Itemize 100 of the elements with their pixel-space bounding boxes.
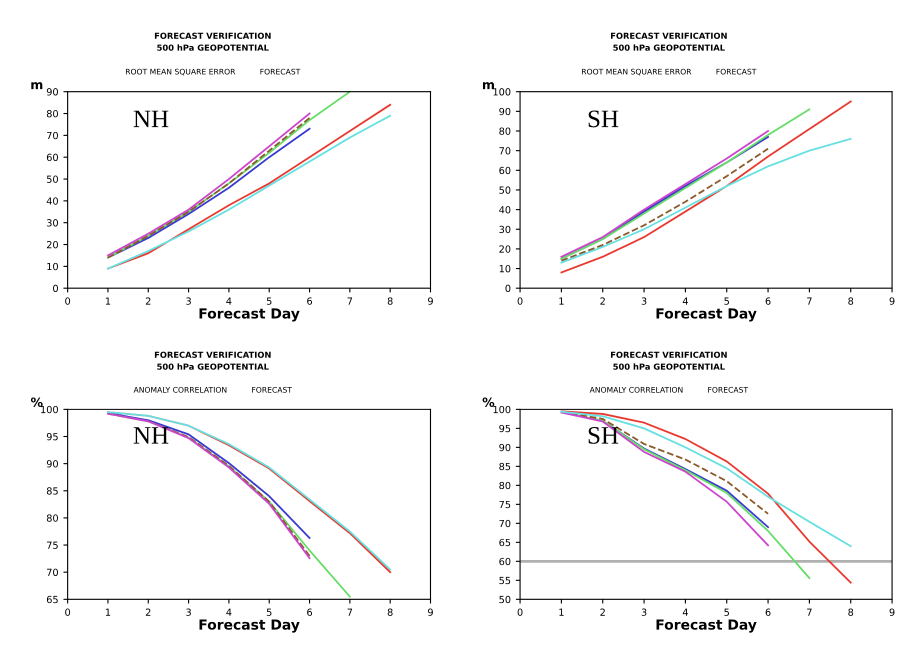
x-tick-label: 0 (65, 608, 70, 616)
x-tick-label: 4 (682, 298, 688, 305)
chart-title: FORECAST VERIFICATION 500 hPa GEOPOTENTIAL (154, 352, 271, 370)
x-tick-label: 9 (890, 297, 894, 305)
x-tick-label: 7 (348, 298, 352, 305)
y-tick-label: 75 (499, 500, 510, 508)
y-tick-label: 70 (499, 147, 510, 154)
y-axis-title: % (30, 398, 43, 407)
line-series (560, 108, 810, 260)
x-tick-label: 4 (226, 298, 232, 305)
x-tick-label: 8 (848, 608, 854, 616)
y-tick-label: 75 (47, 542, 58, 549)
x-tick-label: 1 (559, 608, 564, 616)
line-series (560, 138, 852, 264)
y-tick-label: 80 (499, 482, 510, 490)
x-tick-label: 8 (388, 297, 393, 305)
y-tick-label: 20 (46, 241, 58, 248)
y-tick-label: 80 (46, 514, 58, 522)
line-series (560, 410, 852, 584)
y-tick-label: 30 (46, 219, 58, 227)
y-tick-label: 10 (47, 262, 58, 270)
x-tick-label: 9 (890, 608, 894, 616)
x-tick-label: 6 (307, 297, 312, 305)
y-axis-title: m (31, 82, 42, 90)
y-tick-label: 85 (499, 462, 510, 470)
x-tick-label: 2 (146, 608, 150, 616)
x-tick-label: 6 (766, 297, 771, 305)
y-tick-label: 60 (46, 154, 58, 162)
y-tick-label: 100 (494, 88, 510, 96)
x-tick-label: 2 (146, 297, 150, 305)
x-axis-title: Forecast Day (200, 619, 300, 633)
annotation: NH (134, 427, 168, 444)
x-tick-label: 7 (348, 608, 352, 616)
chart-title: FORECAST VERIFICATION 500 hPa GEOPOTENTIAL (154, 32, 271, 51)
y-tick-label: 85 (46, 487, 58, 495)
y-tick-label: 65 (499, 538, 510, 546)
y-tick-label: 90 (499, 108, 510, 116)
x-tick-label: 0 (518, 297, 523, 305)
x-tick-label: 9 (428, 297, 433, 305)
x-tick-label: 3 (186, 297, 191, 305)
y-tick-label: 70 (47, 568, 58, 576)
y-axis-title: m (482, 82, 494, 90)
x-tick-label: 3 (642, 297, 646, 305)
x-tick-label: 6 (766, 608, 771, 616)
x-tick-label: 5 (266, 298, 272, 305)
x-tick-label: 5 (724, 298, 729, 305)
x-tick-label: 1 (559, 298, 564, 305)
line-series (560, 410, 852, 548)
x-tick-label: 1 (106, 608, 110, 616)
x-tick-label: 8 (848, 297, 854, 305)
chart-title: FORECAST VERIFICATION 500 hPa GEOPOTENTIAL (611, 352, 727, 370)
y-tick-label: 10 (500, 265, 510, 272)
annotation: NH (134, 110, 168, 128)
y-tick-label: 100 (494, 406, 510, 414)
x-axis-title: Forecast Day (656, 308, 757, 322)
y-tick-label: 95 (499, 424, 510, 432)
y-tick-label: 40 (499, 206, 510, 214)
x-tick-label: 1 (106, 298, 110, 305)
y-tick-label: 60 (499, 166, 510, 174)
x-tick-label: 5 (724, 608, 729, 616)
y-axis-title: % (482, 398, 494, 407)
y-tick-label: 0 (53, 284, 58, 292)
y-tick-label: 70 (47, 132, 58, 140)
y-tick-label: 95 (46, 432, 58, 440)
y-tick-label: 0 (505, 284, 510, 292)
y-tick-label: 20 (499, 245, 510, 253)
y-tick-label: 65 (46, 596, 58, 604)
x-tick-label: 2 (600, 608, 605, 616)
chart-title: FORECAST VERIFICATION 500 hPa GEOPOTENTIAL (611, 32, 727, 51)
y-tick-label: 60 (499, 558, 510, 566)
x-tick-label: 7 (807, 608, 812, 616)
x-tick-label: 7 (807, 298, 812, 305)
x-axis-title: Forecast Day (656, 619, 757, 633)
x-tick-label: 0 (65, 297, 70, 305)
y-tick-label: 90 (46, 88, 58, 96)
x-tick-label: 9 (428, 608, 433, 616)
y-tick-label: 80 (46, 110, 58, 118)
y-tick-label: 50 (46, 176, 58, 183)
line-series (560, 100, 852, 274)
x-tick-label: 5 (266, 608, 272, 616)
x-tick-label: 4 (226, 608, 232, 616)
x-tick-label: 2 (600, 297, 605, 305)
annotation: SH (588, 427, 618, 444)
x-tick-label: 0 (518, 608, 523, 616)
y-tick-label: 80 (499, 127, 510, 135)
x-tick-label: 8 (388, 608, 393, 616)
y-tick-label: 70 (499, 520, 510, 528)
y-tick-label: 90 (46, 460, 58, 468)
x-tick-label: 3 (186, 608, 191, 616)
y-tick-label: 100 (41, 406, 58, 414)
x-tick-label: 4 (682, 608, 688, 616)
annotation: SH (588, 110, 618, 128)
x-tick-label: 3 (642, 608, 646, 616)
y-tick-label: 50 (499, 186, 510, 194)
y-tick-label: 40 (46, 197, 58, 205)
y-tick-label: 30 (499, 226, 510, 234)
y-tick-label: 50 (499, 596, 510, 604)
x-tick-label: 6 (307, 608, 312, 616)
y-tick-label: 55 (499, 576, 510, 584)
x-axis-title: Forecast Day (200, 308, 300, 322)
